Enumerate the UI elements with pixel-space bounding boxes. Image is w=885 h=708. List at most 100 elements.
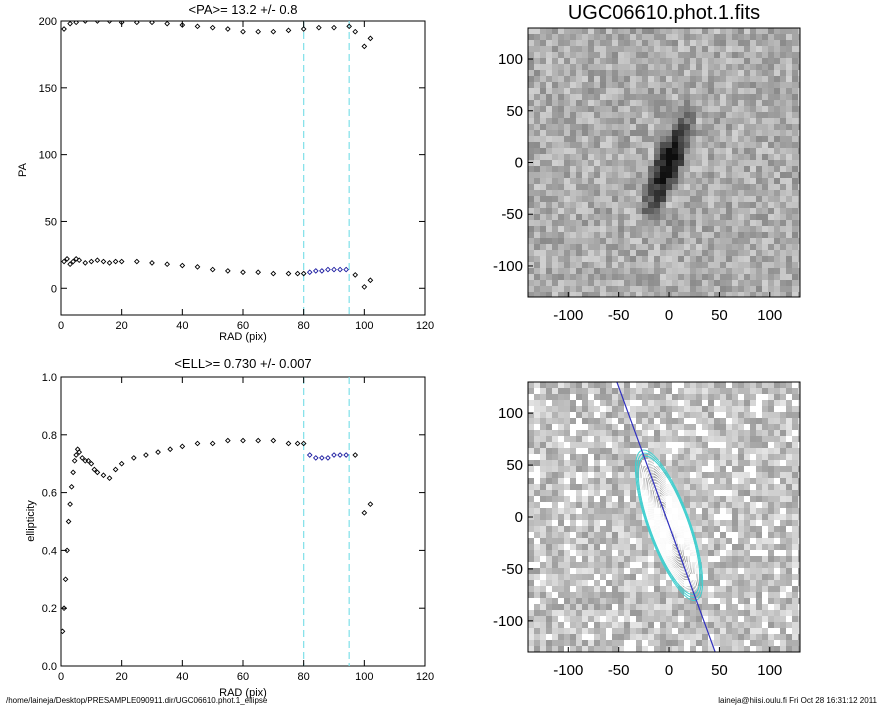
- pa-point: [331, 24, 337, 31]
- ell-point: [270, 437, 277, 444]
- pa-point: [300, 270, 307, 277]
- pa-point: [67, 261, 73, 268]
- ell-point: [331, 452, 337, 458]
- ell-x-tick-label: 80: [298, 671, 310, 683]
- pa-y-tick-label: 50: [45, 216, 57, 228]
- pa-point: [306, 269, 313, 276]
- pa-point: [67, 21, 73, 27]
- pa-point: [294, 270, 301, 277]
- pa-point: [94, 21, 101, 24]
- ell-point: [285, 440, 292, 447]
- ell-point: [255, 437, 262, 444]
- ell-point: [70, 469, 76, 476]
- pa-point: [343, 266, 349, 273]
- image-x-tick-label: 100: [757, 307, 782, 324]
- ell-point: [91, 466, 98, 473]
- pa-points: [61, 21, 374, 290]
- pa-x-tick-label: 0: [58, 320, 64, 332]
- galaxy-image-panel: UGC06610.phot.1.fits -100 -50 0 50 100 -100-…: [493, 2, 801, 324]
- residual-image: [528, 382, 800, 652]
- pa-x-tick-label: 60: [237, 320, 249, 332]
- ell-point: [337, 452, 343, 458]
- ell-point: [79, 455, 86, 461]
- pa-y-tick-label: 100: [39, 150, 57, 162]
- pa-point: [61, 258, 67, 265]
- ell-point: [300, 440, 307, 447]
- ell-point: [65, 518, 72, 525]
- pa-point: [149, 21, 155, 26]
- ell-point: [361, 509, 368, 516]
- pa-point: [106, 260, 113, 266]
- ell-point: [74, 446, 81, 453]
- image-y-tick-label: -100: [493, 258, 523, 275]
- ell-point: [194, 440, 201, 447]
- ell-ylabel: ellipticity: [25, 500, 37, 542]
- ell-point: [76, 449, 83, 455]
- ell-point: [367, 501, 374, 507]
- pa-point: [133, 21, 140, 26]
- pa-y-tick-label: 150: [39, 83, 57, 95]
- ell-point: [352, 452, 359, 458]
- pa-point: [73, 256, 80, 262]
- pa-point: [319, 268, 325, 274]
- overlay-y-tick-label: 100: [498, 405, 523, 422]
- pa-point: [240, 28, 246, 35]
- overlay-y-ticks: -100 -50 0 50 100: [493, 405, 533, 630]
- ell-y-tick-label: 0.4: [42, 545, 57, 557]
- ell-point: [130, 455, 137, 461]
- ell-point: [209, 440, 216, 447]
- image-y-tick-label: 50: [506, 103, 523, 120]
- pa-point: [285, 270, 292, 277]
- pa-point: [270, 270, 277, 277]
- image-x-tick-label: 50: [711, 307, 728, 324]
- ell-point: [319, 455, 325, 461]
- pa-ylabel: PA: [17, 162, 29, 177]
- pa-point: [361, 284, 368, 290]
- ell-point: [85, 457, 92, 464]
- overlay-y-tick-label: 0: [515, 509, 523, 526]
- ell-point: [94, 469, 101, 476]
- ell-point: [112, 466, 119, 473]
- image-title: UGC06610.phot.1.fits: [568, 2, 760, 24]
- ell-point: [61, 628, 66, 635]
- pa-point: [82, 21, 89, 24]
- ell-y-tick-label: 0.0: [42, 661, 57, 673]
- pa-point: [164, 261, 171, 268]
- image-x-tick-label: -50: [608, 307, 630, 324]
- ell-plot-frame: [60, 376, 426, 667]
- pa-y-tick-label: 200: [39, 16, 57, 28]
- pa-x-ticks: 0 20 40 60 80 100 120: [58, 21, 434, 332]
- ell-point: [224, 437, 231, 444]
- ell-point: [118, 460, 125, 467]
- overlay-x-tick-label: -100: [553, 662, 583, 679]
- ell-point: [68, 483, 75, 490]
- pa-point: [255, 28, 262, 35]
- ell-x-tick-label: 120: [416, 671, 434, 683]
- ell-x-tick-label: 60: [237, 671, 249, 683]
- ell-point: [179, 443, 186, 450]
- pa-cut-lines: [303, 21, 350, 315]
- image-x-ticks: -100 -50 0 50 100: [553, 292, 782, 324]
- pa-x-tick-label: 100: [355, 320, 373, 332]
- pa-point: [64, 256, 70, 262]
- ell-y-tick-label: 0.6: [42, 488, 57, 500]
- timestamp: laineja@hiisi.oulu.fi Fri Oct 28 16:31:1…: [718, 696, 877, 705]
- galaxy-image: [528, 28, 800, 297]
- ell-point: [71, 457, 78, 464]
- ell-x-tick-label: 100: [355, 671, 373, 683]
- pa-point: [325, 266, 331, 273]
- pa-point: [100, 258, 107, 265]
- pa-point: [106, 21, 113, 24]
- pa-point: [300, 26, 307, 32]
- pa-y-ticks: 0 50 100 150 200: [39, 16, 425, 295]
- ell-points: [61, 437, 374, 635]
- pa-point: [240, 269, 246, 276]
- ell-point: [240, 437, 246, 444]
- ell-point: [64, 547, 70, 554]
- pa-point: [133, 258, 140, 265]
- pa-point: [352, 28, 359, 35]
- pa-point: [209, 266, 216, 273]
- pa-point: [82, 260, 89, 266]
- ell-cut-lines: [303, 377, 350, 666]
- pa-point: [312, 268, 319, 274]
